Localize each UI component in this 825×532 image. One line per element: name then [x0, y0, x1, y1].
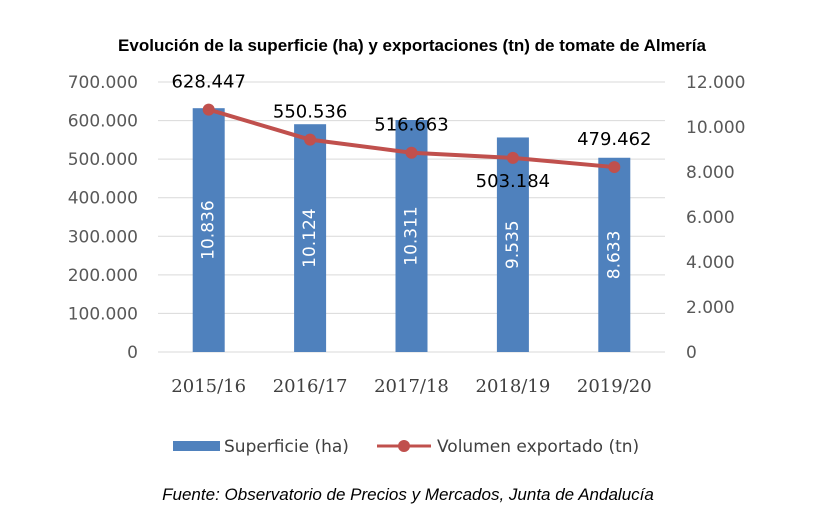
bar-data-label: 8.633: [604, 231, 624, 280]
right-axis-tick-label: 12.000: [686, 73, 745, 93]
legend-label-volumen: Volumen exportado (tn): [437, 437, 639, 457]
right-axis-tick-label: 10.000: [686, 118, 745, 138]
legend-marker-volumen: [398, 440, 410, 452]
source-note: Fuente: Observatorio de Precios y Mercad…: [162, 485, 654, 504]
legend-swatch-superficie: [173, 441, 220, 451]
line-data-label: 479.462: [577, 129, 651, 150]
right-axis-tick-label: 0: [686, 343, 697, 363]
line-data-label: 550.536: [273, 102, 347, 123]
category-label: 2017/18: [374, 376, 449, 397]
line-point: [506, 151, 519, 164]
right-axis-tick-label: 6.000: [686, 208, 735, 228]
line-data-label: 503.184: [476, 171, 550, 192]
category-label: 2019/20: [577, 376, 652, 397]
category-label: 2016/17: [273, 376, 348, 397]
left-axis: 0 100.000 200.000 300.000 400.000 500.000 600.…: [68, 73, 138, 363]
category-axis: 2015/16 2016/17 2017/18 2018/19 2019/20: [171, 376, 651, 397]
left-axis-tick-label: 400.000: [68, 189, 138, 209]
bar: [192, 108, 225, 352]
right-axis-tick-label: 2.000: [686, 298, 735, 318]
line-data-label: 628.447: [171, 72, 245, 93]
bar-data-label: 10.836: [199, 200, 219, 259]
bar-data-label: 10.311: [402, 206, 422, 265]
bar: [294, 124, 327, 353]
left-axis-tick-label: 100.000: [68, 304, 138, 324]
right-axis-tick-label: 8.000: [686, 163, 735, 183]
right-axis-tick-label: 4.000: [686, 253, 735, 273]
bar-data-label: 9.535: [503, 220, 523, 269]
category-label: 2015/16: [171, 376, 246, 397]
right-axis: 0 2.000 4.000 6.000 8.000 10.000 12.000: [686, 73, 745, 363]
left-axis-tick-label: 0: [127, 343, 138, 363]
line-point: [304, 133, 317, 146]
left-axis-tick-label: 300.000: [68, 227, 138, 247]
line-point: [202, 103, 215, 116]
legend-label-superficie: Superficie (ha): [224, 437, 349, 457]
left-axis-tick-label: 700.000: [68, 73, 138, 93]
legend: Superficie (ha) Volumen exportado (tn): [173, 437, 639, 457]
bar: [496, 137, 529, 352]
left-axis-tick-label: 500.000: [68, 150, 138, 170]
category-label: 2018/19: [476, 376, 551, 397]
bar: [598, 157, 631, 352]
chart-title: Evolución de la superficie (ha) y export…: [118, 36, 706, 55]
bar-series: 10.836 10.124 10.311 9.535 8.633: [192, 108, 631, 353]
bar-data-label: 10.124: [300, 208, 320, 267]
line-point: [608, 161, 621, 174]
left-axis-tick-label: 600.000: [68, 112, 138, 132]
line-data-label: 516.663: [374, 115, 448, 136]
line-series: 628.447 550.536 516.663 503.184 479.462: [171, 72, 651, 192]
line-point: [405, 146, 418, 159]
left-axis-tick-label: 200.000: [68, 266, 138, 286]
